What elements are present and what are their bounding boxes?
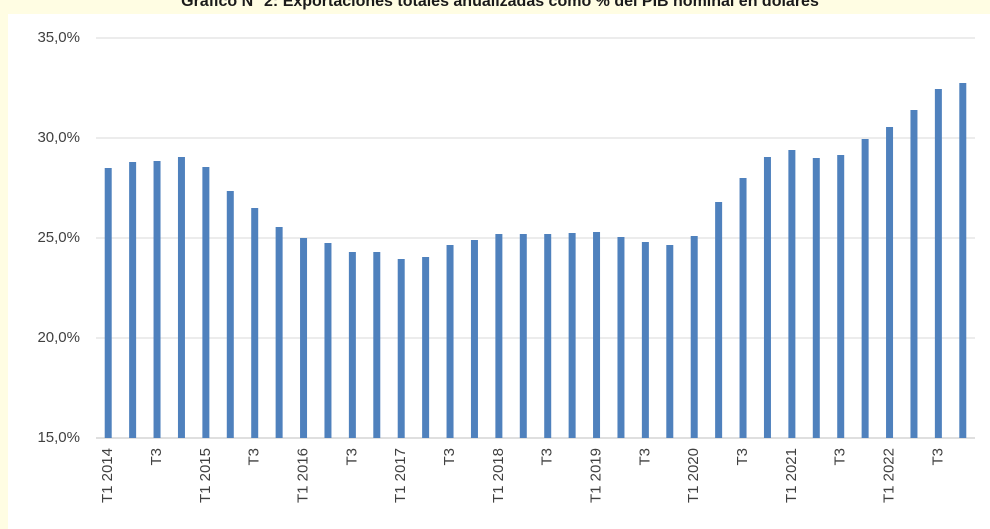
x-tick-label: T1 2017 — [392, 448, 409, 503]
x-tick-label: T3 — [832, 448, 849, 466]
bar — [934, 89, 942, 438]
x-tick-label: T3 — [929, 448, 946, 466]
x-tick-label: T1 2018 — [490, 448, 507, 503]
x-tick-label: T3 — [539, 448, 556, 466]
bar — [763, 157, 771, 438]
bar — [910, 110, 918, 438]
bar — [837, 155, 845, 438]
bar — [617, 237, 625, 438]
bar — [397, 259, 405, 438]
bar — [739, 178, 747, 438]
y-tick-label: 20,0% — [37, 329, 80, 346]
x-tick-label: T3 — [441, 448, 458, 466]
bar — [422, 257, 430, 438]
bar — [275, 227, 283, 438]
x-tick-label: T1 2022 — [881, 448, 898, 503]
bar — [861, 139, 869, 438]
bar — [641, 242, 649, 438]
bar — [324, 243, 332, 438]
x-tick-label: T1 2014 — [99, 448, 116, 503]
bar — [690, 236, 698, 438]
y-tick-label: 15,0% — [37, 429, 80, 446]
bar — [470, 240, 478, 438]
bar — [226, 191, 234, 438]
bar — [593, 232, 601, 438]
y-tick-label: 30,0% — [37, 129, 80, 146]
bar — [959, 83, 967, 438]
bar — [812, 158, 820, 438]
bar — [177, 157, 185, 438]
y-tick-label: 25,0% — [37, 229, 80, 246]
bar — [568, 233, 576, 438]
x-tick-label: T3 — [343, 448, 360, 466]
bar — [495, 234, 503, 438]
x-tick-label: T3 — [734, 448, 751, 466]
bar — [129, 162, 137, 438]
bar — [373, 252, 381, 438]
bar — [202, 167, 210, 438]
bar — [251, 208, 259, 438]
bar — [104, 168, 112, 438]
bar — [348, 252, 356, 438]
y-tick-label: 35,0% — [37, 29, 80, 46]
bar — [788, 150, 796, 438]
x-tick-label: T1 2019 — [588, 448, 605, 503]
bar — [300, 238, 308, 438]
chart-title: Gráfico N° 2: Exportaciones totales anua… — [181, 0, 819, 10]
x-tick-label: T3 — [636, 448, 653, 466]
x-tick-label: T3 — [246, 448, 263, 466]
x-tick-label: T3 — [148, 448, 165, 466]
bar — [666, 245, 674, 438]
bar — [544, 234, 552, 438]
x-tick-label: T1 2020 — [685, 448, 702, 503]
bar — [446, 245, 454, 438]
bar — [519, 234, 527, 438]
bar — [886, 127, 894, 438]
x-tick-label: T1 2015 — [197, 448, 214, 503]
bar — [153, 161, 161, 438]
x-tick-label: T1 2021 — [783, 448, 800, 503]
x-tick-label: T1 2016 — [295, 448, 312, 503]
bar — [715, 202, 723, 438]
